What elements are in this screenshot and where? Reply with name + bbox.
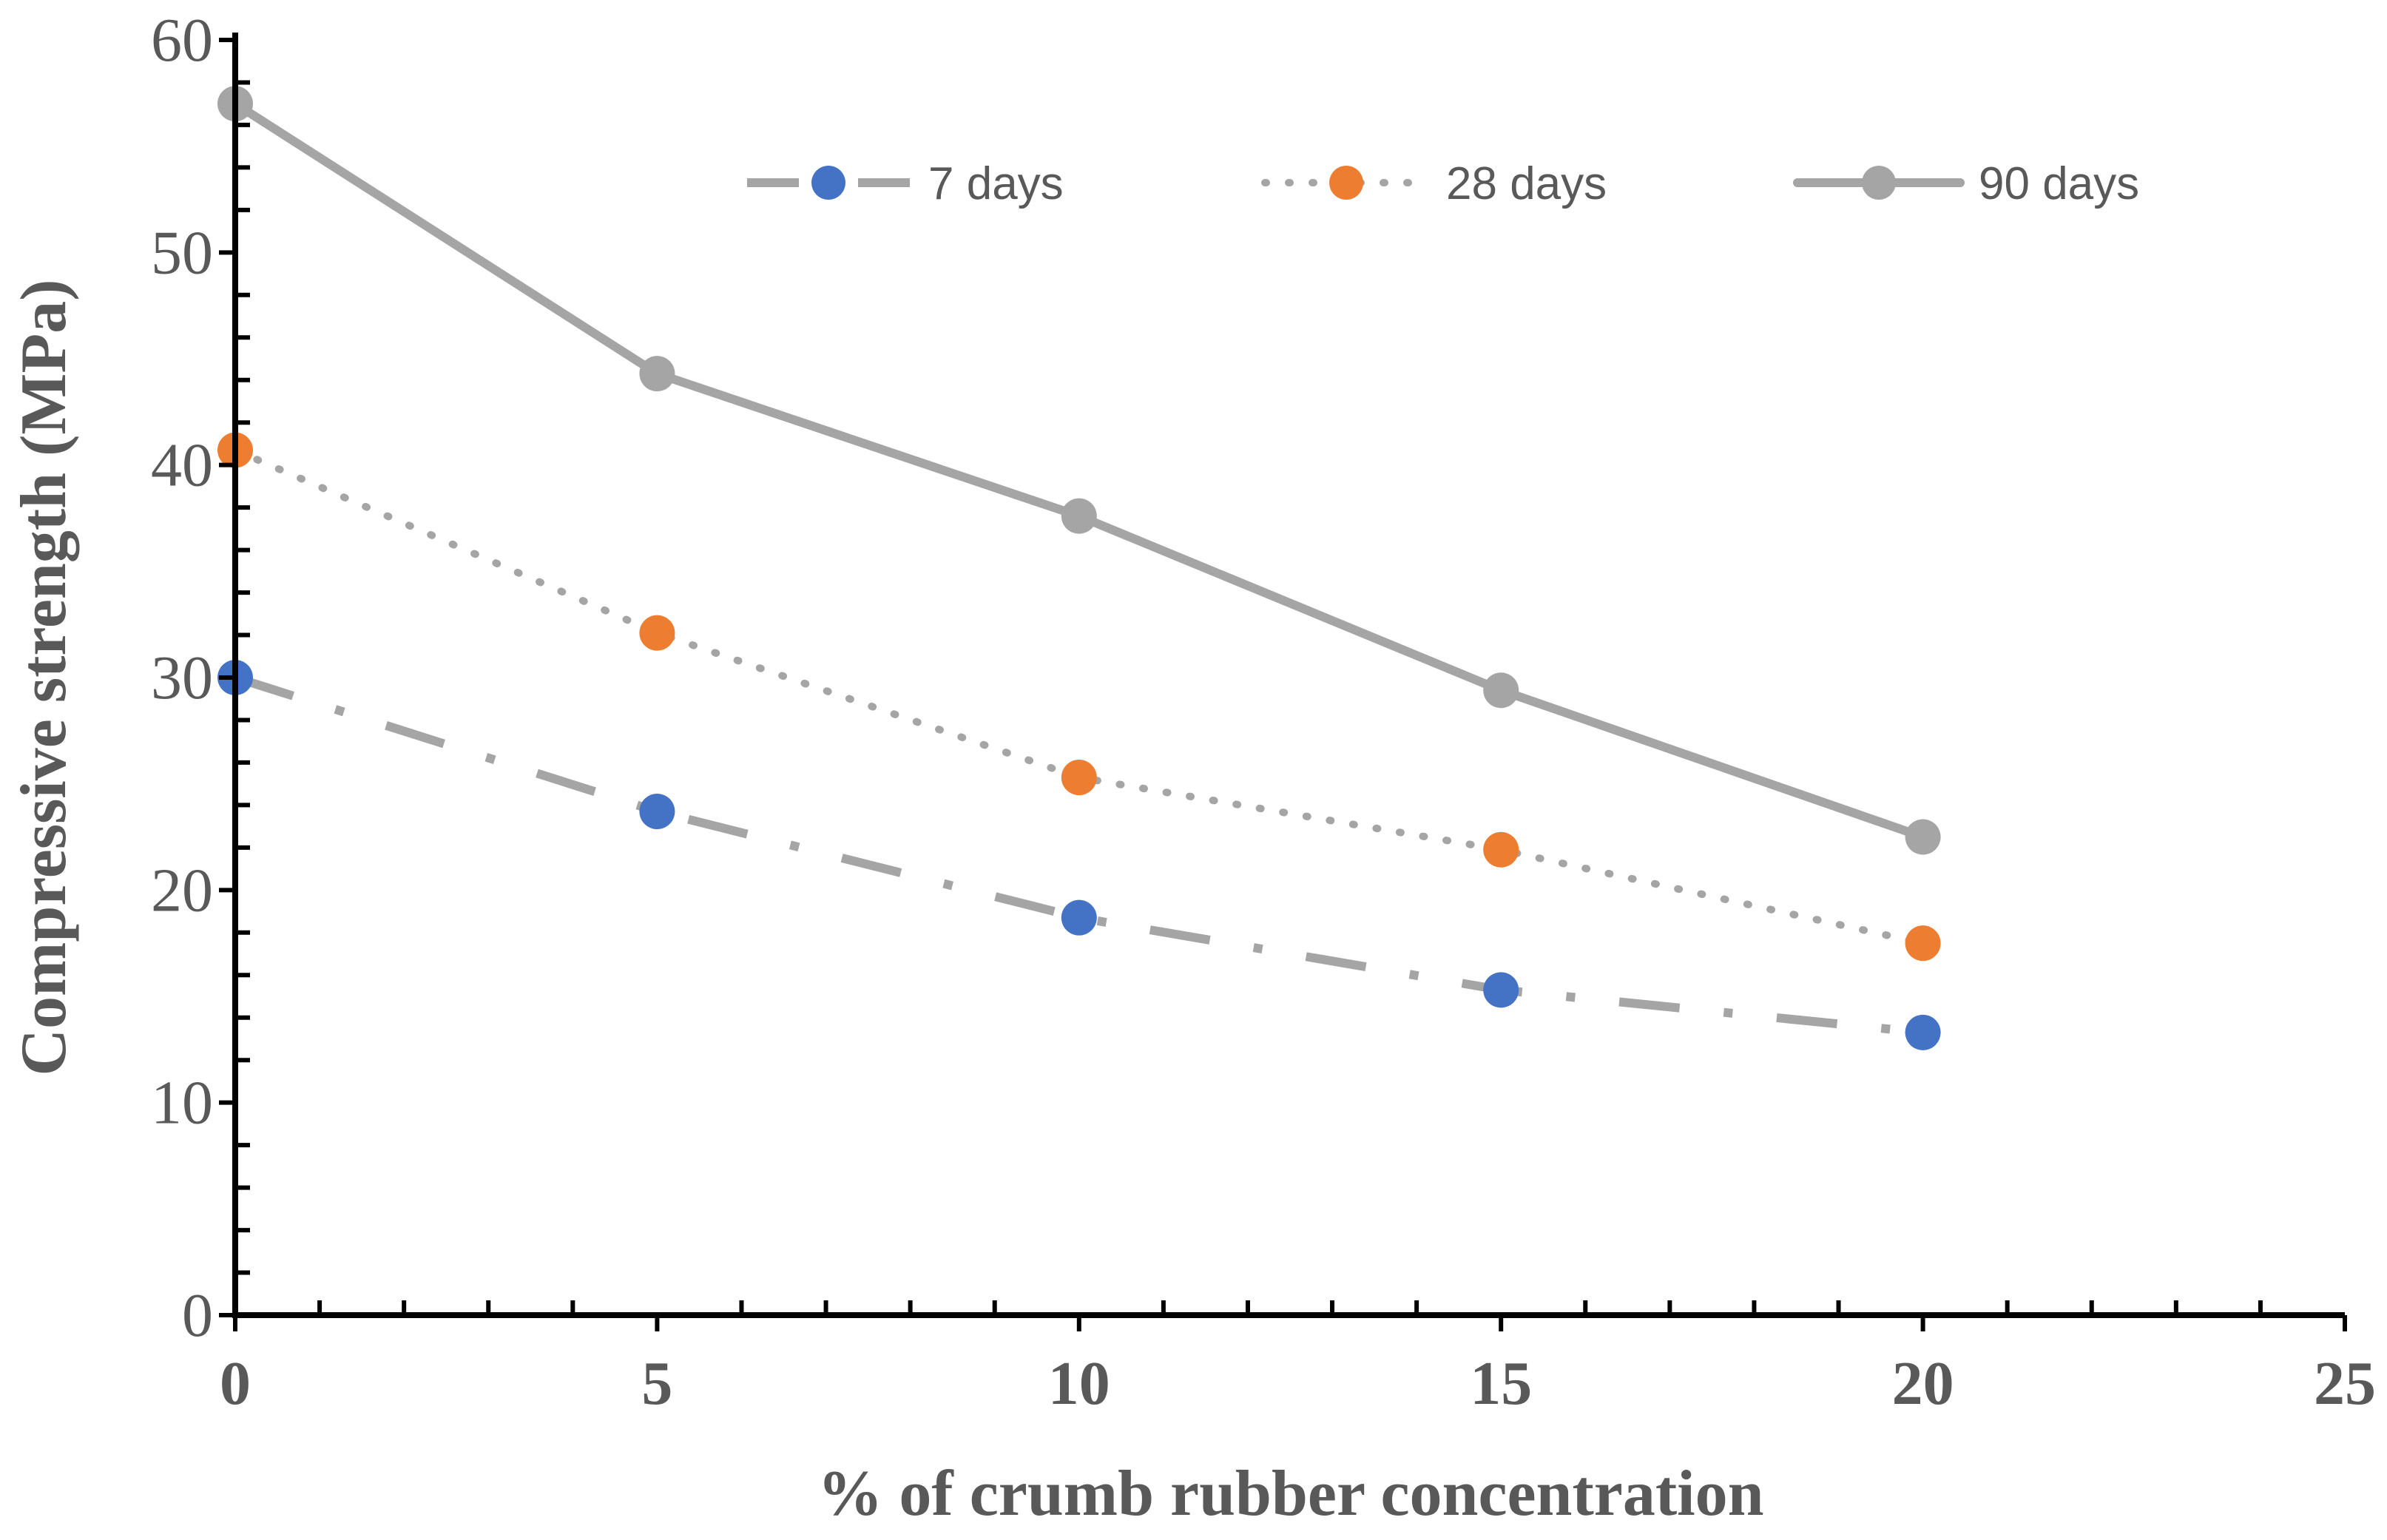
x-tick-label: 0 xyxy=(220,1349,251,1418)
data-point xyxy=(1061,760,1097,796)
series-1 xyxy=(217,660,1941,1050)
data-point xyxy=(1061,498,1097,534)
y-tick-label: 0 xyxy=(182,1281,213,1350)
data-point xyxy=(639,794,675,830)
legend-item: 7 days xyxy=(747,158,1064,209)
series-line xyxy=(234,673,1924,1037)
series-line xyxy=(232,446,1927,948)
legend-item: 28 days xyxy=(1261,158,1607,209)
y-tick-label: 60 xyxy=(151,6,213,75)
legend-marker xyxy=(1862,166,1896,200)
data-point xyxy=(1483,831,1519,868)
tick-labels: 0 10 20 30 40 50 60 0 5 10 15 20 25 xyxy=(151,6,2376,1418)
x-tick-label: 20 xyxy=(1892,1349,1954,1418)
x-axis-title: % of crumb rubber concentration xyxy=(817,1458,1763,1530)
y-tick-label: 40 xyxy=(151,431,213,500)
legend-label: 7 days xyxy=(928,158,1064,209)
series-3 xyxy=(217,86,1941,855)
y-tick-label: 10 xyxy=(151,1069,213,1138)
x-tick-label: 5 xyxy=(641,1349,672,1418)
data-point xyxy=(639,356,675,392)
y-tick-label: 20 xyxy=(151,856,213,925)
legend-label: 28 days xyxy=(1446,158,1607,209)
x-tick-label: 10 xyxy=(1048,1349,1110,1418)
data-point xyxy=(1061,899,1097,936)
y-tick-label: 30 xyxy=(151,644,213,712)
legend-marker xyxy=(1329,166,1363,200)
data-point xyxy=(1905,1014,1941,1050)
legend-item: 90 days xyxy=(1793,158,2139,209)
y-tick-label: 50 xyxy=(151,218,213,287)
data-point xyxy=(1905,819,1941,855)
data-point xyxy=(1483,672,1519,709)
data-point xyxy=(1905,925,1941,962)
series-line xyxy=(231,99,1928,842)
legend-label: 90 days xyxy=(1979,158,2139,209)
x-tick-label: 15 xyxy=(1470,1349,1532,1418)
legend: 7 days 28 days 90 days xyxy=(747,158,2139,209)
legend-marker xyxy=(811,166,845,200)
y-axis-title: Compressive strength (MPa) xyxy=(8,279,80,1075)
plot-series xyxy=(217,86,1941,1050)
data-point xyxy=(1483,972,1519,1008)
data-point xyxy=(639,615,675,651)
axes xyxy=(219,33,2347,1331)
x-tick-label: 25 xyxy=(2314,1349,2376,1418)
